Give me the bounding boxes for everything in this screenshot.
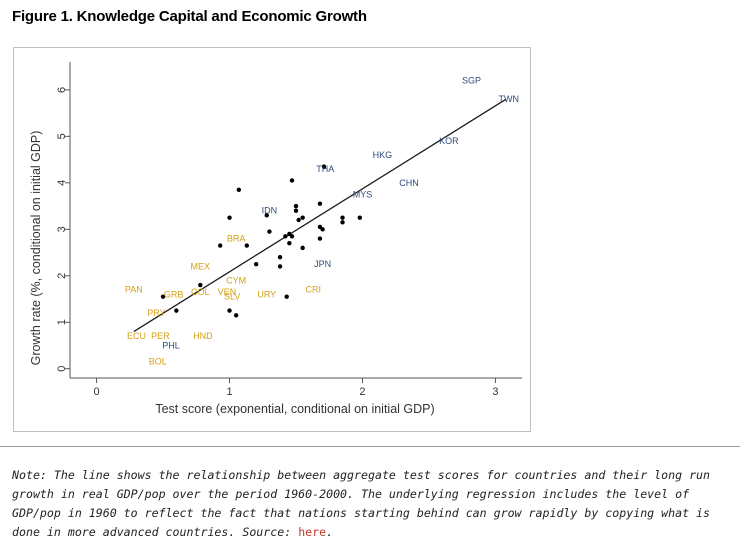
country-label-ury: URY xyxy=(257,289,276,299)
country-label-pan: PAN xyxy=(125,285,143,295)
country-label-cri: CRI xyxy=(306,285,322,295)
y-axis-label: Growth rate (%, conditional on initial G… xyxy=(29,131,43,366)
data-point xyxy=(198,282,203,288)
note: Note: The line shows the relationship be… xyxy=(12,466,732,542)
data-point xyxy=(321,164,327,169)
dots-group xyxy=(160,164,363,318)
fit-line-group xyxy=(133,98,507,333)
country-label-per: PER xyxy=(151,331,170,341)
country-label-kor: KOR xyxy=(439,136,459,146)
data-point xyxy=(300,245,305,251)
data-point xyxy=(267,229,272,234)
country-label-idn: IDN xyxy=(262,206,278,216)
y-tick-label: 6 xyxy=(56,87,68,93)
country-label-bol: BOL xyxy=(149,357,167,367)
data-point xyxy=(284,294,289,299)
x-tick-label: 0 xyxy=(94,386,100,398)
country-label-hkg: HKG xyxy=(373,150,393,160)
country-label-col: COL xyxy=(191,287,210,297)
data-point xyxy=(287,241,292,246)
axes: 0 1 2 3 4 5 6 0 1 2 3 xyxy=(56,62,522,398)
data-point xyxy=(233,313,239,318)
country-label-ven: VEN xyxy=(218,287,237,297)
x-tick-label: 3 xyxy=(492,386,498,398)
data-point xyxy=(317,201,323,206)
country-label-hnd: HND xyxy=(193,331,213,341)
data-point xyxy=(227,308,232,313)
data-point xyxy=(320,227,325,232)
data-point xyxy=(244,243,250,248)
data-point xyxy=(340,220,345,225)
x-tick-label: 2 xyxy=(359,386,365,398)
country-label-twn: TWN xyxy=(498,94,519,104)
data-point xyxy=(340,215,345,220)
data-point xyxy=(283,234,288,239)
data-point xyxy=(357,215,363,220)
country-label-tha: THA xyxy=(316,164,334,174)
chart-frame: 0 1 2 3 4 5 6 0 1 2 3 SGP TWN KOR HKG THA CHN MYS IDN JPN P… xyxy=(13,47,531,432)
data-point xyxy=(317,236,323,241)
divider xyxy=(0,446,740,447)
y-tick-label: 5 xyxy=(56,133,68,139)
country-label-sgp: SGP xyxy=(462,76,481,86)
data-point xyxy=(236,187,242,192)
country-label-mex: MEX xyxy=(191,261,211,271)
data-point xyxy=(264,213,269,218)
country-label-phl: PHL xyxy=(162,340,180,350)
country-label-bra: BRA xyxy=(227,234,246,244)
data-point xyxy=(277,254,283,260)
country-label-grb: GRB xyxy=(164,289,184,299)
country-label-slv: SLV xyxy=(224,292,240,302)
note-end: . xyxy=(326,525,334,539)
country-label-ecu: ECU xyxy=(127,331,146,341)
scatter-chart: 0 1 2 3 4 5 6 0 1 2 3 SGP TWN KOR HKG THA CHN MYS IDN JPN P… xyxy=(29,62,522,416)
country-label-pry: PRY xyxy=(147,308,165,318)
y-tick-label: 0 xyxy=(56,366,68,372)
note-text: Note: The line shows the relationship be… xyxy=(12,468,711,539)
y-tick-label: 3 xyxy=(56,226,68,232)
data-point xyxy=(289,178,295,183)
data-point xyxy=(277,264,283,269)
data-point xyxy=(293,208,299,213)
data-point xyxy=(289,234,295,239)
labels-group: SGP TWN KOR HKG THA CHN MYS IDN JPN PHL BRA MEX CYM P… xyxy=(125,76,519,367)
data-point xyxy=(218,243,223,248)
fit-line xyxy=(133,98,507,333)
y-tick-label: 1 xyxy=(56,319,68,325)
country-label-mys: MYS xyxy=(353,189,373,199)
country-label-cym: CYM xyxy=(226,275,246,285)
x-axis-label: Test score (exponential, conditional on … xyxy=(155,402,434,416)
country-label-chn: CHN xyxy=(399,178,419,188)
data-point xyxy=(253,261,259,267)
figure-title: Figure 1. Knowledge Capital and Economic… xyxy=(12,8,367,25)
data-point xyxy=(160,294,166,299)
y-tick-label: 2 xyxy=(56,273,68,279)
data-point xyxy=(227,215,232,220)
x-tick-label: 1 xyxy=(226,386,232,398)
country-label-jpn: JPN xyxy=(314,259,331,269)
y-tick-label: 4 xyxy=(56,180,68,186)
data-point xyxy=(174,308,179,313)
source-link[interactable]: here xyxy=(298,525,327,539)
data-point xyxy=(300,215,305,220)
data-point xyxy=(296,217,301,223)
data-point xyxy=(293,203,299,209)
